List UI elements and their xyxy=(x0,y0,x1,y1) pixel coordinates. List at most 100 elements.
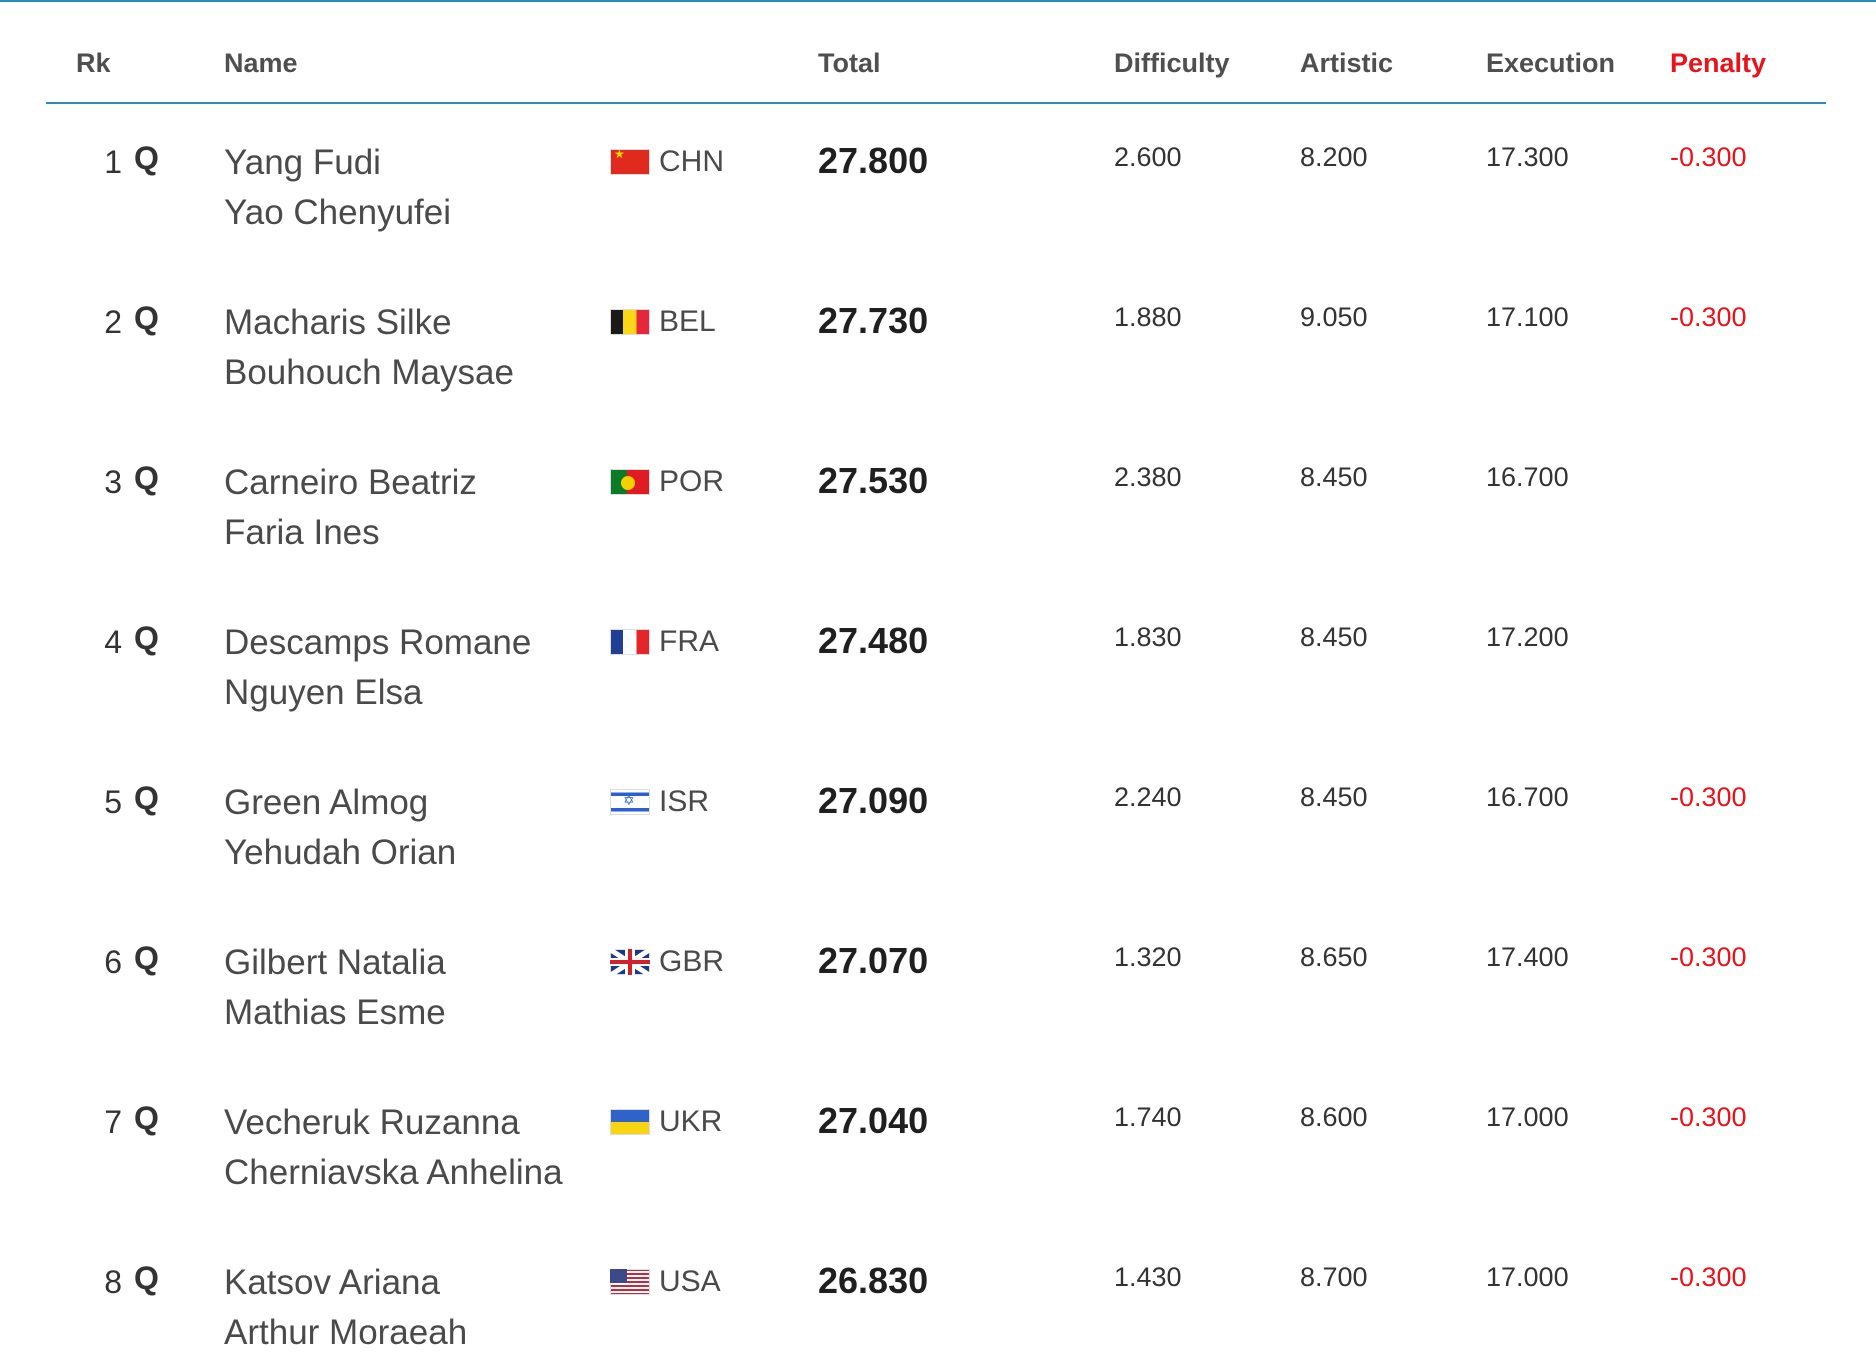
penalty-score: -0.300 xyxy=(1670,782,1747,812)
athlete-names[interactable]: Macharis Silke Bouhouch Maysae xyxy=(224,298,514,398)
penalty-score: -0.300 xyxy=(1670,1102,1747,1132)
execution-score: 17.100 xyxy=(1486,302,1569,332)
total-score: 27.040 xyxy=(818,1100,929,1141)
qualified-marker: Q xyxy=(134,620,159,656)
table-header: Rk Name Total Difficulty Artistic Execut… xyxy=(46,38,1826,102)
athlete-name-2[interactable]: Mathias Esme xyxy=(224,993,446,1032)
difficulty-score: 1.740 xyxy=(1114,1102,1182,1132)
athlete-name-1[interactable]: Gilbert Natalia xyxy=(224,943,446,982)
header-penalty[interactable]: Penalty xyxy=(1670,48,1767,78)
athlete-name-2[interactable]: Yao Chenyufei xyxy=(224,193,452,232)
table-row[interactable]: 2 Q Macharis Silke Bouhouch Maysae BEL 27.730… xyxy=(0,264,1876,424)
qualified-marker: Q xyxy=(134,460,159,496)
table-row[interactable]: 8 Q Katsov Ariana Arthur Moraeah USA 26.830 1.… xyxy=(0,1224,1876,1368)
athlete-names[interactable]: Descamps Romane Nguyen Elsa xyxy=(224,618,531,718)
athlete-name-2[interactable]: Bouhouch Maysae xyxy=(224,353,514,392)
total-score: 27.070 xyxy=(818,940,929,981)
header-total[interactable]: Total xyxy=(818,48,881,78)
athlete-name-1[interactable]: Descamps Romane xyxy=(224,623,532,662)
athlete-name-2[interactable]: Yehudah Orian xyxy=(224,833,457,872)
execution-score: 17.000 xyxy=(1486,1102,1569,1132)
artistic-score: 9.050 xyxy=(1300,302,1368,332)
artistic-score: 8.700 xyxy=(1300,1262,1368,1292)
country-code: FRA xyxy=(659,625,719,658)
header-name[interactable]: Name xyxy=(224,48,298,78)
table-row[interactable]: 4 Q Descamps Romane Nguyen Elsa FRA 27.480 1.8… xyxy=(0,584,1876,744)
total-score: 26.830 xyxy=(818,1260,929,1301)
athlete-name-1[interactable]: Green Almog xyxy=(224,783,429,822)
difficulty-score: 2.600 xyxy=(1114,142,1182,172)
athlete-names[interactable]: Carneiro Beatriz Faria Ines xyxy=(224,458,477,558)
country-code: USA xyxy=(659,1265,721,1298)
country-code: GBR xyxy=(659,945,725,978)
difficulty-score: 1.320 xyxy=(1114,942,1182,972)
rank-number: 7 xyxy=(104,1104,122,1140)
table-row[interactable]: 7 Q Vecheruk Ruzanna Cherniavska Anhelina UK… xyxy=(0,1064,1876,1224)
country: CHN xyxy=(610,142,724,182)
athlete-name-2[interactable]: Nguyen Elsa xyxy=(224,673,423,712)
penalty-score: -0.300 xyxy=(1670,942,1747,972)
penalty-score: -0.300 xyxy=(1670,302,1747,332)
athlete-names[interactable]: Gilbert Natalia Mathias Esme xyxy=(224,938,446,1038)
athlete-name-1[interactable]: Vecheruk Ruzanna xyxy=(224,1103,520,1142)
header-execution[interactable]: Execution xyxy=(1486,48,1616,78)
execution-score: 16.700 xyxy=(1486,782,1569,812)
penalty-score: -0.300 xyxy=(1670,1262,1747,1292)
country: ISR xyxy=(610,782,709,822)
rank-number: 4 xyxy=(104,624,122,660)
difficulty-score: 2.240 xyxy=(1114,782,1182,812)
athlete-names[interactable]: Yang Fudi Yao Chenyufei xyxy=(224,138,451,238)
athlete-names[interactable]: Katsov Ariana Arthur Moraeah xyxy=(224,1258,467,1358)
artistic-score: 8.450 xyxy=(1300,622,1368,652)
execution-score: 17.400 xyxy=(1486,942,1569,972)
rank-number: 3 xyxy=(104,464,122,500)
flag-ukraine-icon xyxy=(610,1109,650,1135)
rank-number: 5 xyxy=(104,784,122,820)
table-row[interactable]: 6 Q Gilbert Natalia Mathias Esme GBR 27.070 1.… xyxy=(0,904,1876,1064)
difficulty-score: 1.880 xyxy=(1114,302,1182,332)
athlete-name-1[interactable]: Macharis Silke xyxy=(224,303,452,342)
header-artistic[interactable]: Artistic xyxy=(1300,48,1394,78)
penalty-score: -0.300 xyxy=(1670,142,1747,172)
flag-france-icon xyxy=(610,629,650,655)
difficulty-score: 2.380 xyxy=(1114,462,1182,492)
artistic-score: 8.650 xyxy=(1300,942,1368,972)
top-divider xyxy=(0,0,1876,2)
total-score: 27.090 xyxy=(818,780,929,821)
table-row[interactable]: 3 Q Carneiro Beatriz Faria Ines POR 27.530 2.3… xyxy=(0,424,1876,584)
flag-portugal-icon xyxy=(610,469,650,495)
country: FRA xyxy=(610,622,719,662)
athlete-name-1[interactable]: Yang Fudi xyxy=(224,143,381,182)
total-score: 27.800 xyxy=(818,140,929,181)
total-score: 27.530 xyxy=(818,460,929,501)
artistic-score: 8.450 xyxy=(1300,462,1368,492)
athlete-names[interactable]: Green Almog Yehudah Orian xyxy=(224,778,456,878)
athlete-names[interactable]: Vecheruk Ruzanna Cherniavska Anhelina xyxy=(224,1098,563,1198)
total-score: 27.480 xyxy=(818,620,929,661)
header-difficulty[interactable]: Difficulty xyxy=(1114,48,1230,78)
country: BEL xyxy=(610,302,716,342)
flag-usa-icon xyxy=(610,1269,650,1295)
artistic-score: 8.600 xyxy=(1300,1102,1368,1132)
rank-number: 8 xyxy=(104,1264,122,1300)
header-divider xyxy=(46,102,1826,104)
table-row[interactable]: 5Q Green Almog Yehudah Orian ISR 27.090 2.240… xyxy=(0,744,1876,904)
artistic-score: 8.450 xyxy=(1300,782,1368,812)
flag-belgium-icon xyxy=(610,309,650,335)
athlete-name-2[interactable]: Arthur Moraeah xyxy=(224,1313,468,1352)
country-code: BEL xyxy=(659,305,716,338)
rank-number: 1 xyxy=(104,144,122,180)
athlete-name-2[interactable]: Faria Ines xyxy=(224,513,380,552)
athlete-name-1[interactable]: Carneiro Beatriz xyxy=(224,463,477,502)
country: GBR xyxy=(610,942,724,982)
header-rank[interactable]: Rk xyxy=(76,48,111,78)
table-row[interactable]: 1Q Yang Fudi Yao Chenyufei CHN 27.800 2.600 8.… xyxy=(0,104,1876,264)
execution-score: 17.300 xyxy=(1486,142,1569,172)
athlete-name-1[interactable]: Katsov Ariana xyxy=(224,1263,440,1302)
athlete-name-2[interactable]: Cherniavska Anhelina xyxy=(224,1153,563,1192)
artistic-score: 8.200 xyxy=(1300,142,1368,172)
rank-number: 6 xyxy=(104,944,122,980)
qualified-marker: Q xyxy=(134,1100,159,1136)
country-code: POR xyxy=(659,465,725,498)
